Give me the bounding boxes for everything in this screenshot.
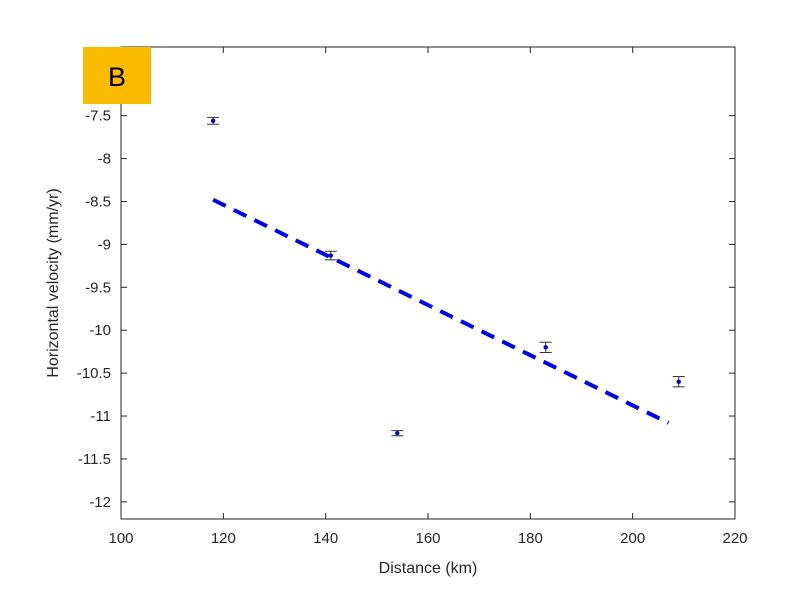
panel-label-background: [83, 47, 151, 104]
data-points-layer: [207, 116, 685, 437]
x-tick-label: 100: [108, 530, 133, 547]
data-point: [672, 376, 685, 388]
panel-label: B: [83, 47, 151, 104]
panel-label-text: B: [108, 62, 126, 92]
x-tick-label: 220: [722, 530, 747, 547]
data-point-marker: [395, 430, 400, 436]
data-point-marker: [210, 118, 216, 124]
y-axis: -12 -11.5 -11 -10.5 -10 -9.5 -9 -8.5 -8 -7.5: [77, 108, 735, 511]
y-tick-label: -11.5: [78, 451, 111, 468]
y-tick-label: -9.5: [85, 279, 111, 296]
x-tick-label: 120: [211, 530, 236, 547]
data-point-marker: [328, 253, 333, 258]
y-tick-label: -11: [90, 408, 111, 425]
y-tick-label: -9: [98, 236, 111, 253]
y-tick-label: -10.5: [77, 365, 111, 382]
data-point: [391, 430, 404, 437]
fit-line-layer: [212, 197, 670, 425]
y-tick-label: -7.5: [85, 108, 111, 125]
x-axis-label: Distance (km): [379, 560, 478, 577]
data-point-marker: [543, 345, 548, 350]
y-tick-label: -8: [98, 151, 111, 168]
x-axis: 100 120 140 160 180 200 220: [108, 47, 748, 547]
fit-line: [212, 197, 670, 425]
data-point: [207, 116, 220, 125]
y-tick-label: -12: [89, 494, 111, 511]
x-tick-label: 180: [518, 530, 543, 547]
y-tick-label: -8.5: [85, 193, 111, 210]
x-tick-label: 200: [620, 530, 645, 547]
data-point: [539, 341, 552, 354]
y-tick-label: -10: [89, 322, 111, 339]
plot-area: [120, 46, 736, 520]
x-tick-label: 140: [313, 530, 338, 547]
y-axis-label: Horizontal velocity (mm/yr): [45, 188, 62, 377]
data-point: [324, 250, 337, 261]
x-tick-label: 160: [415, 530, 440, 547]
data-point-marker: [676, 379, 681, 384]
